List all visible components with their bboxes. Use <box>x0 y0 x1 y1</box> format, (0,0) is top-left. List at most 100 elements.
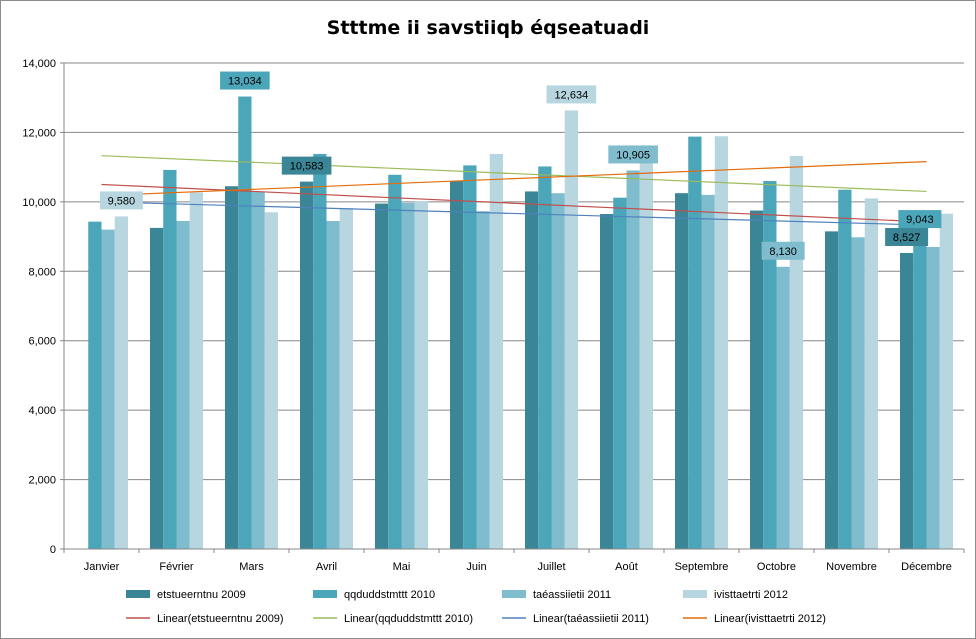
bar-septembre <box>675 193 689 549</box>
bar-février <box>189 192 203 549</box>
x-tick-label: Juin <box>466 561 486 573</box>
trendline <box>101 160 927 197</box>
bar-juillet <box>564 110 578 550</box>
bar-juin <box>489 153 503 550</box>
trendline <box>101 201 927 226</box>
bar-février <box>163 169 177 550</box>
y-tick-label: 0 <box>50 544 56 556</box>
bars <box>88 96 953 550</box>
legend-label: ivisttaetrti 2012 <box>714 589 788 601</box>
data-label: 9,043 <box>906 214 934 226</box>
data-label: 13,034 <box>228 76 262 88</box>
x-tick-label: Octobre <box>757 561 796 573</box>
legend-swatch <box>126 590 150 598</box>
bar-décembre <box>926 246 940 549</box>
bar-mars <box>238 96 252 549</box>
x-tick-label: Janvier <box>84 561 120 573</box>
legend-label: taéassiietii 2011 <box>533 589 611 601</box>
x-tick-label: Septembre <box>675 561 729 573</box>
bar-juin <box>450 181 464 549</box>
bar-novembre <box>864 198 878 549</box>
x-tick-label: Novembre <box>826 561 877 573</box>
bar-avril <box>339 208 353 549</box>
trendline <box>101 183 927 223</box>
legend-swatch <box>313 590 337 598</box>
data-label-box <box>220 71 270 90</box>
bar-février <box>150 227 164 549</box>
bar-octobre <box>750 210 764 550</box>
trendlines <box>101 155 927 226</box>
bar-août <box>639 157 653 549</box>
x-tick-label: Mars <box>239 561 264 573</box>
bar-avril <box>300 181 314 549</box>
bar-juin <box>476 211 490 550</box>
data-label-box <box>281 156 332 175</box>
bar-décembre <box>939 213 953 549</box>
y-tick-label: 6,000 <box>28 336 56 348</box>
bar-juillet <box>551 193 565 549</box>
y-tick-label: 14,000 <box>22 58 56 70</box>
y-tick-label: 8,000 <box>28 266 56 278</box>
x-tick-label: Août <box>615 561 638 573</box>
bar-novembre <box>825 231 839 549</box>
data-label-box <box>885 227 929 246</box>
bar-mars <box>225 186 239 549</box>
bar-juillet <box>538 166 552 549</box>
legend: etstueerntnu 2009 qqduddstmttt 2010 taéass… <box>126 589 826 625</box>
legend-label: Linear(etstueerntnu 2009) <box>157 613 284 625</box>
data-label: 10,583 <box>290 161 324 173</box>
y-axis: 0 2,000 4,000 6,000 8,000 10,000 12,000 14,000 <box>22 58 65 556</box>
data-label-box <box>99 191 143 210</box>
bar-janvier <box>101 229 115 549</box>
bar-janvier <box>88 221 102 549</box>
data-label-box <box>608 145 658 164</box>
legend-label: qqduddstmttt 2010 <box>344 589 435 601</box>
legend-label: Linear(taéassiietii 2011) <box>533 613 649 625</box>
x-tick-label: Février <box>159 561 194 573</box>
trendline <box>101 155 927 193</box>
data-label-box <box>761 241 805 260</box>
data-label: 10,905 <box>616 149 650 161</box>
bar-décembre <box>900 252 914 550</box>
bar-septembre <box>688 136 702 549</box>
data-label: 8,130 <box>769 246 797 258</box>
bar-août <box>613 197 627 550</box>
bar-juin <box>463 165 477 549</box>
y-tick-label: 10,000 <box>22 197 56 209</box>
bar-novembre <box>851 237 865 549</box>
bar-juillet <box>525 191 539 549</box>
bar-avril <box>313 153 327 550</box>
y-tick-label: 4,000 <box>28 405 56 417</box>
bar-février <box>176 220 190 549</box>
bar-octobre <box>776 266 790 549</box>
bar-septembre <box>701 194 715 549</box>
bar-avril <box>326 220 340 549</box>
x-tick-label: Décembre <box>901 561 952 573</box>
legend-label: Linear(ivisttaetrti 2012) <box>714 613 826 625</box>
legend-label: etstueerntnu 2009 <box>157 589 246 601</box>
data-label-box <box>898 210 942 229</box>
bar-octobre <box>763 181 777 549</box>
bar-septembre <box>714 136 728 550</box>
bar-décembre <box>913 235 927 549</box>
gridlines <box>64 62 964 550</box>
data-label: 8,527 <box>893 232 921 244</box>
legend-swatch <box>502 590 526 598</box>
bar-mai <box>375 203 389 550</box>
bar-mai <box>401 202 415 550</box>
bar-mai <box>388 174 402 549</box>
y-tick-label: 2,000 <box>28 475 56 487</box>
x-tick-label: Juillet <box>537 561 565 573</box>
bar-août <box>626 170 640 549</box>
chart-title: Stttme ii savstiiqb éqseatuadi <box>327 17 650 39</box>
y-tick-label: 12,000 <box>22 127 56 139</box>
bar-mai <box>414 201 428 550</box>
bar-octobre <box>789 156 803 549</box>
legend-swatch <box>683 590 707 598</box>
legend-label: Linear(qqduddstmttt 2010) <box>344 613 473 625</box>
data-label: 9,580 <box>108 195 136 207</box>
bar-août <box>600 214 614 549</box>
bar-janvier <box>114 216 128 550</box>
